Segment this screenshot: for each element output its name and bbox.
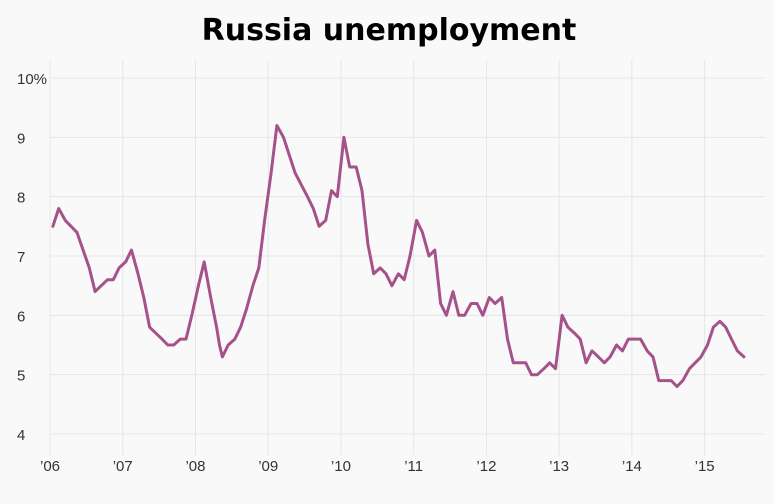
y-axis: 10% 9 8 7 6 5 4 <box>17 71 47 444</box>
x-tick-label: ’13 <box>549 458 569 475</box>
x-tick-label: ’08 <box>185 458 205 475</box>
grid-lines <box>49 60 765 455</box>
y-tick-label: 10% <box>17 71 47 88</box>
x-tick-label: ’15 <box>695 458 715 475</box>
x-tick-label: ’09 <box>258 458 278 475</box>
y-tick-label: 9 <box>17 130 25 147</box>
y-tick-label: 4 <box>17 427 25 444</box>
chart-title: Russia unemployment <box>202 13 577 48</box>
x-tick-label: ’07 <box>113 458 133 475</box>
x-tick-label: ’11 <box>404 458 423 475</box>
y-tick-label: 7 <box>17 249 25 266</box>
plot-area <box>51 124 746 388</box>
y-tick-label: 5 <box>17 368 25 385</box>
x-tick-label: ’06 <box>40 458 60 475</box>
x-tick-label: ’10 <box>331 458 351 475</box>
x-axis: ’06 ’07 ’08 ’09 ’10 ’11 ’12 ’13 ’14 ’15 <box>40 458 715 475</box>
series-line <box>51 124 746 388</box>
x-tick-label: ’14 <box>622 458 642 475</box>
x-tick-label: ’12 <box>476 458 496 475</box>
y-tick-label: 8 <box>17 190 25 207</box>
y-tick-label: 6 <box>17 308 25 325</box>
